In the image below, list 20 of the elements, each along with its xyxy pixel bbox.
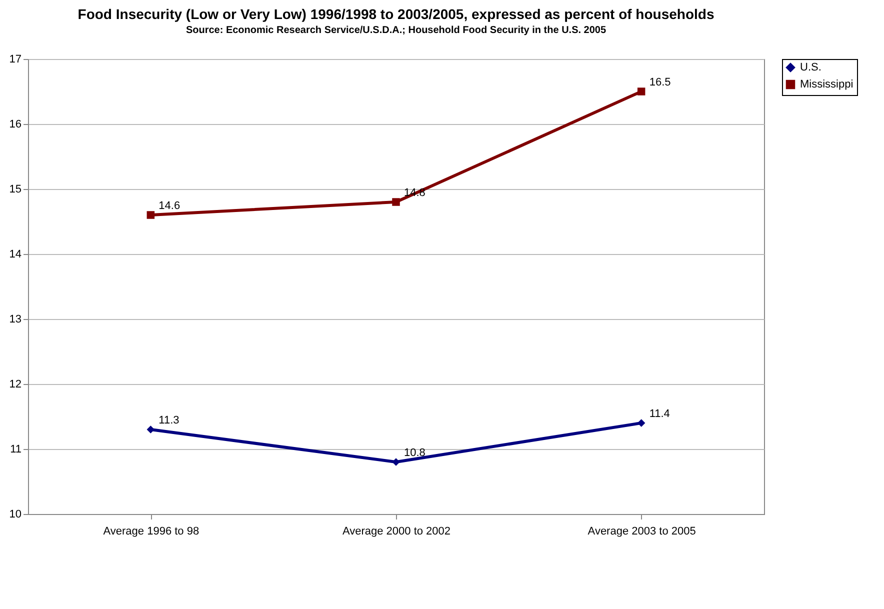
y-tick-label: 13 <box>9 314 22 326</box>
data-label: 10.8 <box>404 447 426 459</box>
data-label: 11.3 <box>158 414 180 426</box>
x-tick-label: Average 2000 to 2002 <box>342 526 451 538</box>
chart-subtitle: Source: Economic Research Service/U.S.D.A.; Household Food Security in the U.S. 2005 <box>186 25 606 36</box>
data-label: 11.4 <box>649 408 670 420</box>
y-tick-label: 11 <box>10 444 22 456</box>
y-tick-label: 16 <box>9 118 22 130</box>
y-tick-label: 10 <box>9 508 22 520</box>
x-tick-label: Average 1996 to 98 <box>103 526 200 538</box>
y-tick-label: 12 <box>9 378 22 390</box>
chart-title: Food Insecurity (Low or Very Low) 1996/1998 to 2003/2005, expressed as percent of households <box>78 6 714 22</box>
data-label: 14.6 <box>158 200 180 212</box>
legend-label: Mississippi <box>800 78 854 90</box>
data-label: 16.5 <box>649 76 671 88</box>
y-tick-label: 14 <box>9 248 22 260</box>
y-tick-label: 15 <box>9 184 22 196</box>
legend-label: U.S. <box>800 62 822 74</box>
x-tick-label: Average 2003 to 2005 <box>588 526 696 538</box>
y-tick-label: 17 <box>9 54 22 66</box>
